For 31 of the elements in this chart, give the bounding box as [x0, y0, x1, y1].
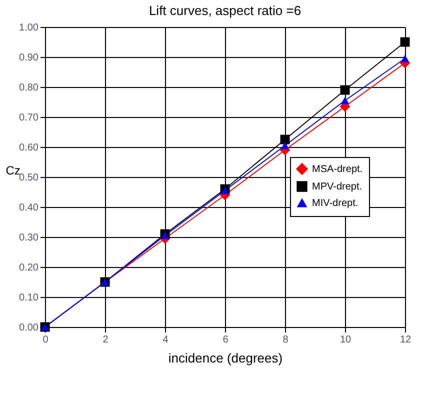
x-tick-label: 2	[102, 334, 109, 346]
legend-label: MSA-drept.	[312, 164, 363, 175]
point	[160, 232, 170, 240]
y-tick-label: 0.00	[19, 322, 39, 334]
point	[400, 54, 410, 62]
point	[280, 142, 290, 150]
y-tick-label: 0.90	[19, 52, 39, 64]
point	[340, 96, 350, 104]
point	[340, 85, 350, 95]
x-tick-label: 10	[340, 334, 352, 346]
x-tick-label: 4	[162, 334, 169, 346]
y-tick-label: 1.00	[19, 22, 39, 34]
y-tick-label: 0.30	[19, 232, 39, 244]
y-tick-label: 0.40	[19, 202, 39, 214]
y-tick-label: 0.50	[19, 172, 39, 184]
point	[400, 37, 410, 47]
legend-label: MIV-drept.	[312, 198, 358, 209]
x-tick-label: 6	[222, 334, 229, 346]
chart-title: Lift curves, aspect ratio =6	[148, 3, 302, 18]
legend-label: MPV-drept.	[312, 182, 362, 192]
x-axis-title: incidence (degrees)	[168, 350, 283, 366]
y-tick-label: 0.80	[19, 82, 39, 94]
x-tick-label: 0	[42, 334, 49, 346]
y-tick-label: 0.60	[19, 142, 39, 154]
y-tick-label: 0.10	[19, 292, 39, 304]
y-axis-title: Cz	[6, 164, 20, 178]
x-tick-label: 12	[400, 334, 412, 346]
y-tick-label: 0.70	[19, 112, 39, 124]
x-tick-label: 8	[282, 334, 289, 346]
point	[220, 186, 230, 194]
y-tick-label: 0.20	[19, 262, 39, 274]
